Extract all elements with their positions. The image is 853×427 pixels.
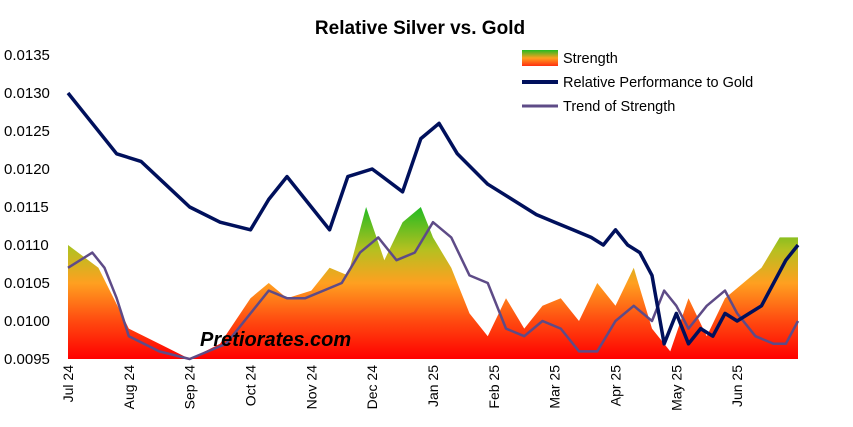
x-tick-label: Oct 24 <box>243 365 259 406</box>
chart-title: Relative Silver vs. Gold <box>315 18 525 39</box>
y-axis: 0.0135 0.0130 0.0125 0.0120 0.0115 0.0110 0.01… <box>4 47 50 368</box>
x-tick-label: Dec 24 <box>364 365 380 410</box>
y-tick-label: 0.0095 <box>4 351 50 368</box>
x-tick-label: Apr 25 <box>608 365 624 406</box>
y-tick-label: 0.0100 <box>4 313 50 330</box>
y-tick-label: 0.0135 <box>4 47 50 64</box>
y-tick-label: 0.0110 <box>4 237 49 254</box>
legend-strength-label: Strength <box>563 51 618 67</box>
y-tick-label: 0.0105 <box>4 275 50 292</box>
legend-performance-label: Relative Performance to Gold <box>563 75 753 91</box>
y-tick-label: 0.0120 <box>4 161 50 178</box>
y-tick-label: 0.0130 <box>4 85 50 102</box>
x-tick-label: Sep 24 <box>182 365 198 410</box>
strength-area-layer <box>68 207 798 359</box>
legend: Strength Relative Performance to Gold Tr… <box>522 50 753 115</box>
trend-line-layer <box>67 220 800 361</box>
x-tick-label: Jul 24 <box>60 365 76 403</box>
legend-strength-swatch <box>522 50 558 66</box>
legend-trend-label: Trend of Strength <box>563 99 675 115</box>
x-tick-label: May 25 <box>668 365 684 411</box>
x-tick-label: Jun 25 <box>729 365 745 407</box>
trend-of-strength-line <box>67 220 800 361</box>
x-tick-label: Feb 25 <box>486 365 502 409</box>
performance-line-layer <box>66 91 800 346</box>
x-tick-label: Nov 24 <box>303 365 319 410</box>
strength-area <box>68 207 798 359</box>
y-tick-label: 0.0125 <box>4 123 50 140</box>
x-tick-label: Mar 25 <box>547 365 563 409</box>
x-axis: Jul 24 Aug 24 Sep 24 Oct 24 Nov 24 Dec 24 Jan … <box>60 365 745 411</box>
relative-performance-line <box>66 91 800 346</box>
x-tick-label: Aug 24 <box>121 365 137 410</box>
y-tick-label: 0.0115 <box>4 199 49 216</box>
x-tick-label: Jan 25 <box>425 365 441 407</box>
watermark-text: Pretiorates.com <box>200 329 351 351</box>
